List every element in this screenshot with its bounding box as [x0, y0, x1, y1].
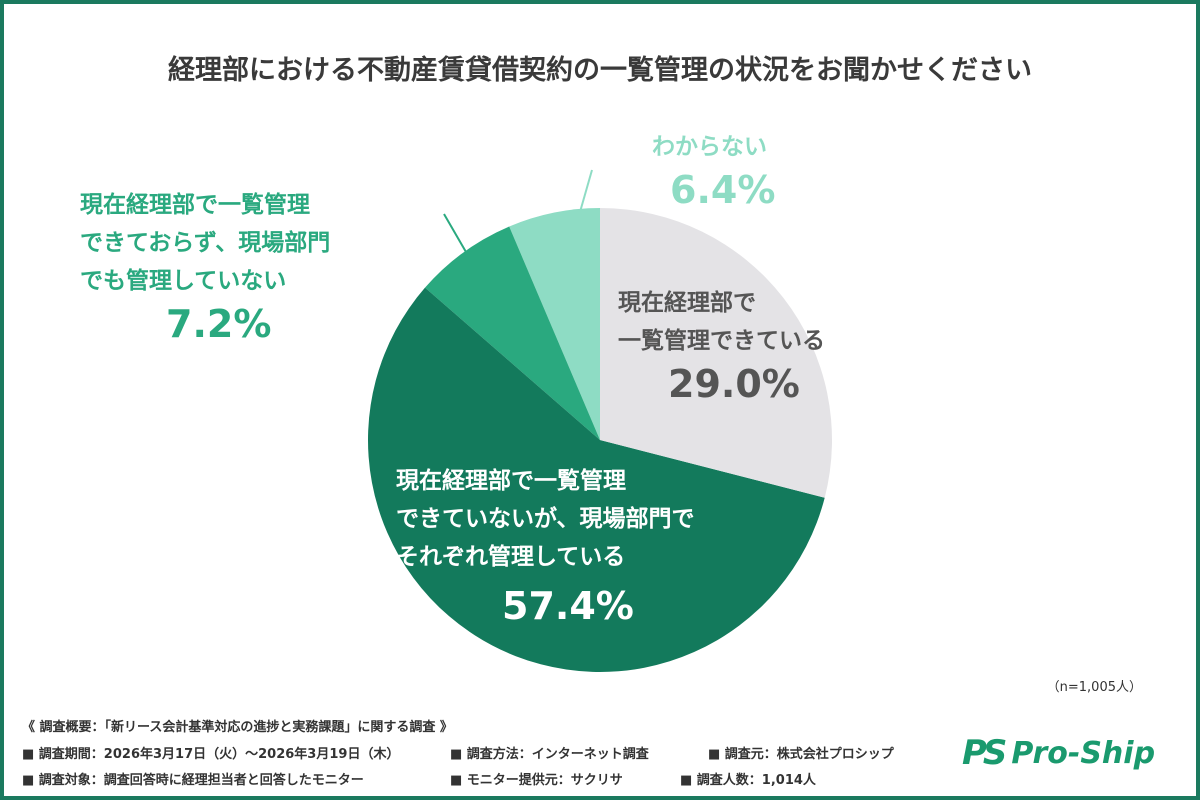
survey-method: ■ 調査方法：インターネット調査	[450, 747, 649, 762]
leader-line-s2	[443, 213, 467, 253]
chart-title: 経理部における不動産賃貸借契約の一覧管理の状況をお聞かせください	[168, 55, 1032, 86]
pro-ship-logo: PS Pro-Ship	[962, 733, 1155, 773]
logo-mark: PS	[962, 733, 1007, 773]
survey-count: ■ 調査人数：1,014人	[680, 773, 816, 788]
slice-label-s0: 現在経理部で 一覧管理できている 29.0%	[618, 290, 825, 406]
sample-size: （n=1,005人）	[1046, 680, 1142, 695]
monitor-provider: ■ モニター提供元：サクリサ	[450, 773, 623, 788]
leader-line-s3	[579, 169, 593, 213]
logo-text: Pro-Ship	[1011, 735, 1156, 771]
survey-target: ■ 調査対象：調査回答時に経理担当者と回答したモニター	[22, 773, 364, 788]
pie-slice-1	[367, 287, 825, 672]
slice-label-s3: わからない 6.4%	[652, 134, 776, 212]
slice-label-s2: 現在経理部で一覧管理 できておらず、現場部門 でも管理していない 7.2%	[80, 192, 331, 346]
survey-overview: 《 調査概要：「新リース会計基準対応の進捗と実務課題」に関する調査 》	[22, 720, 453, 735]
pie-slice-3	[509, 208, 600, 440]
slice-label-s1: 現在経理部で一覧管理 できていないが、現場部門で それぞれ管理している 57.4%	[396, 468, 695, 628]
pie-slice-2	[425, 226, 600, 440]
pie-slice-0	[600, 208, 832, 498]
survey-source: ■ 調査元：株式会社プロシップ	[708, 747, 894, 762]
survey-period: ■ 調査期間：2026年3月17日（火）～2026年3月19日（木）	[22, 747, 400, 762]
